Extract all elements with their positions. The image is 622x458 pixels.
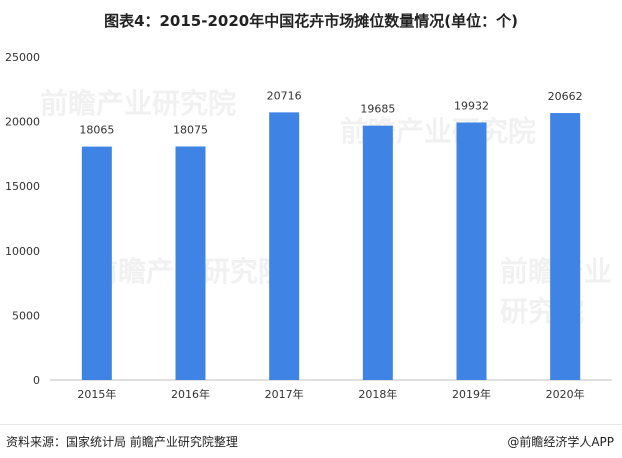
chart-title: 图表4：2015-2020年中国花卉市场摊位数量情况(单位：个) [104,12,518,30]
x-tick-label: 2018年 [358,387,397,401]
data-label: 20716 [267,89,302,102]
bar [175,146,206,380]
x-tick-label: 2020年 [546,387,585,401]
footer: 资料来源：国家统计局 前瞻产业研究院整理 @前瞻经济学人APP [0,424,622,458]
y-tick-label: 5000 [12,309,40,322]
y-tick-label: 0 [33,374,40,387]
y-tick-label: 20000 [5,116,40,129]
data-label: 20662 [548,90,583,103]
y-tick-label: 15000 [5,180,40,193]
x-tick-label: 2016年 [171,387,210,401]
brand-credit: @前瞻经济学人APP [507,435,614,449]
bar [362,125,393,380]
x-tick-label: 2015年 [77,387,116,401]
bar [456,122,487,380]
bar [81,146,112,380]
watermark: 前瞻产业研究院 [40,87,237,120]
data-label: 19685 [360,103,395,116]
bar [550,113,581,380]
y-tick-label: 25000 [5,51,40,64]
bar [269,112,300,381]
x-tick-label: 2017年 [265,387,304,401]
data-label: 18075 [173,123,208,136]
y-tick-label: 10000 [5,245,40,258]
source-note: 资料来源：国家统计局 前瞻产业研究院整理 [6,435,238,449]
x-tick-label: 2019年 [452,387,491,401]
data-label: 18065 [79,124,114,137]
data-label: 19932 [454,99,489,112]
